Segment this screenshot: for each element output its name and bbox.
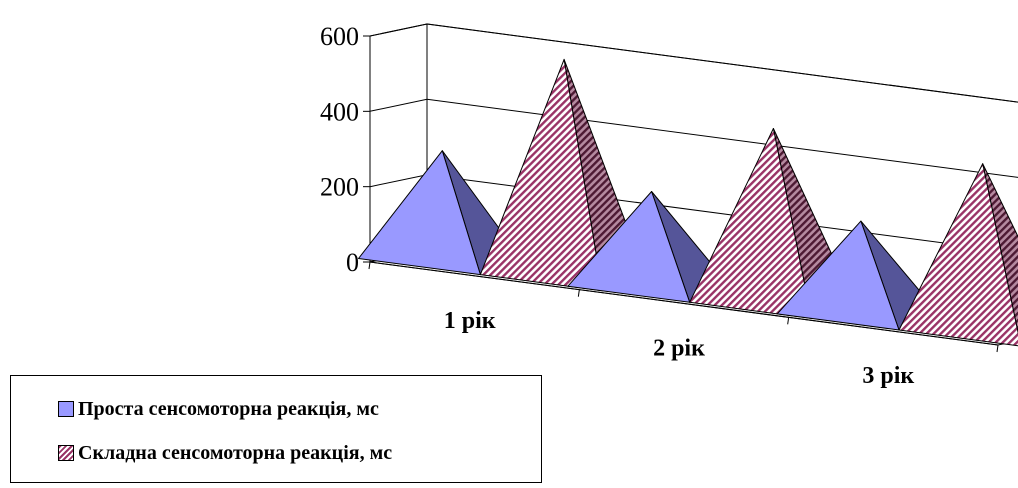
x-axis-line	[369, 261, 999, 346]
x-tick-mark	[996, 344, 999, 353]
chart-labels: 0 200 400 600 1 рік 2 рік 3 рік	[320, 22, 914, 389]
y-tick-label: 0	[346, 248, 359, 277]
y-tick-label: 600	[320, 22, 359, 51]
legend-swatch-complex-reaction	[58, 445, 74, 461]
legend-item-complex-reaction: Складна сенсомоторна реакція, мс	[58, 438, 392, 468]
pyramid-simple-2	[567, 191, 691, 303]
x-tick-mark	[577, 289, 580, 297]
pyramid-complex-1	[479, 58, 603, 292]
x-tick-mark	[787, 317, 790, 325]
legend-label-simple-reaction: Проста сенсомоторна реакція, мс	[78, 397, 379, 420]
pyramid-complex-3	[898, 163, 1018, 347]
x-tick-mark	[368, 261, 371, 270]
legend-label-complex-reaction: Складна сенсомоторна реакція, мс	[78, 441, 393, 464]
gridline	[369, 23, 1018, 103]
legend-item-simple-reaction: Проста сенсомоторна реакція, мс	[58, 394, 379, 424]
chart-marks	[358, 58, 1018, 347]
legend-swatch-simple-reaction	[58, 401, 74, 417]
legend: Проста сенсомоторна реакція, мс Складна …	[10, 375, 542, 483]
pyramid-simple-1	[358, 150, 481, 276]
y-tick-label: 200	[320, 173, 359, 202]
x-category-label: 2 рік	[653, 336, 705, 362]
pyramid-simple-3	[776, 220, 900, 331]
pyramid-complex-2	[689, 128, 812, 319]
y-tick-label: 400	[320, 97, 359, 126]
gridline	[369, 98, 1018, 178]
x-category-label: 3 рік	[862, 363, 914, 389]
x-category-label: 1 рік	[444, 308, 496, 334]
